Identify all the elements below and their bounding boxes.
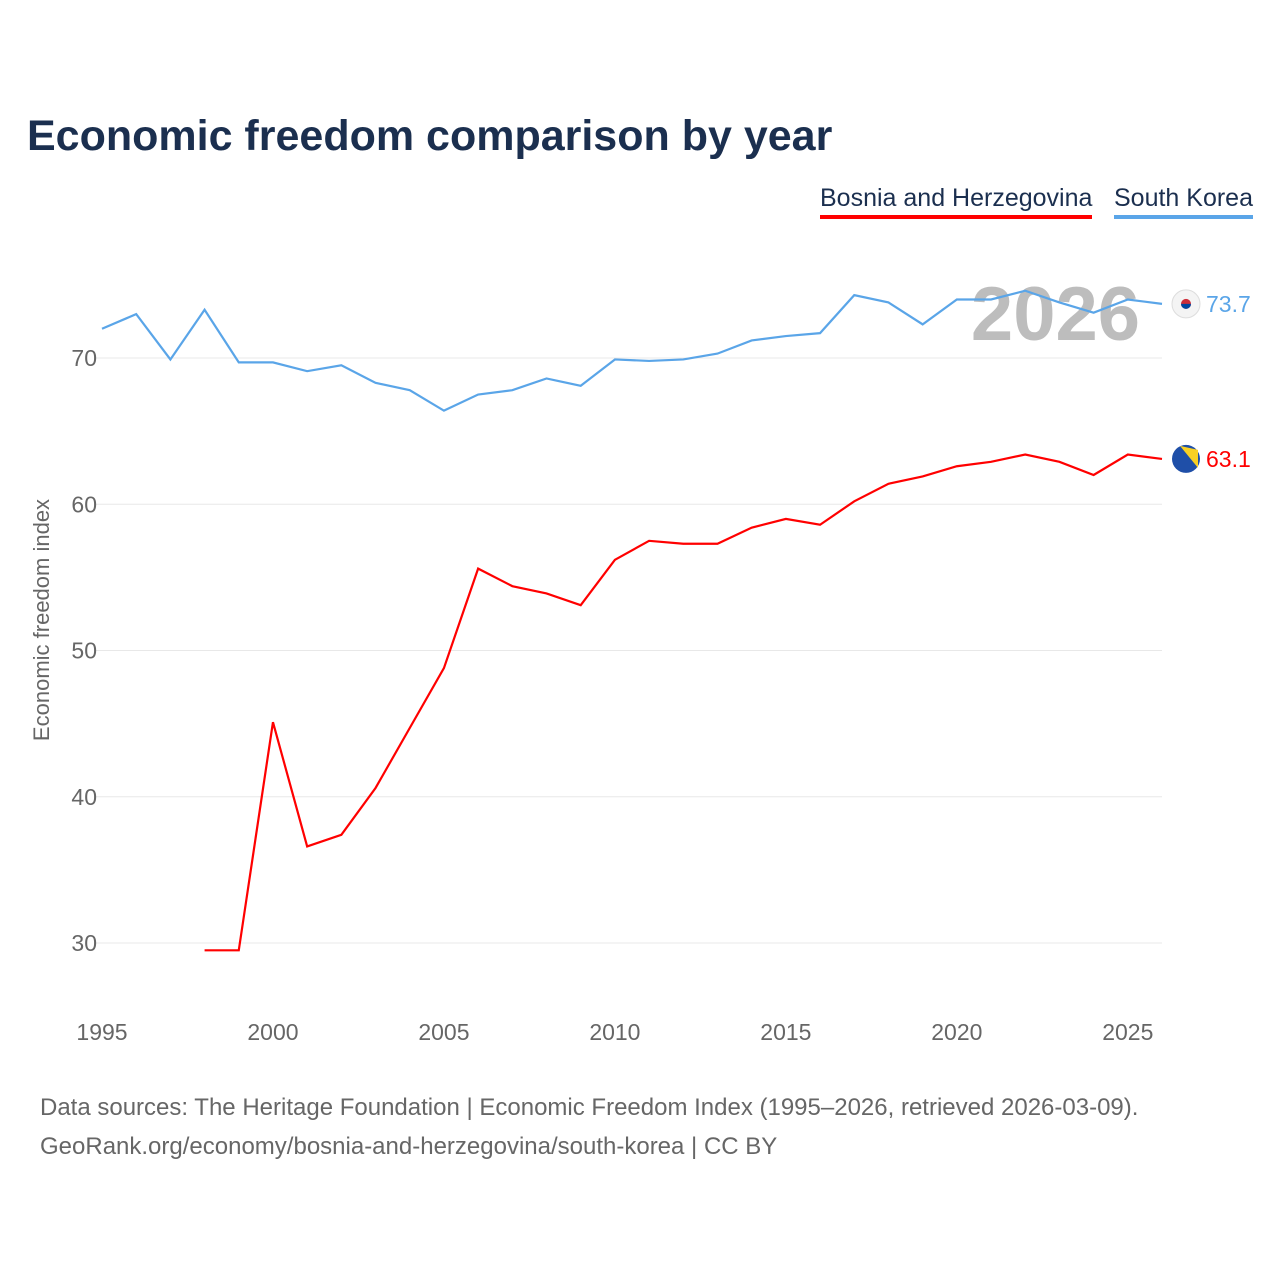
- chart-title: Economic freedom comparison by year: [27, 112, 833, 160]
- x-tick-label: 2010: [589, 1019, 640, 1045]
- end-value-label: 73.7: [1206, 291, 1251, 317]
- south-korea-flag-taeguk-lower: [1181, 303, 1191, 309]
- source-line: Data sources: The Heritage Foundation | …: [40, 1094, 1139, 1121]
- source-note: Data sources: The Heritage Foundation | …: [40, 1088, 1138, 1166]
- x-tick-label: 2020: [931, 1019, 982, 1045]
- x-tick-label: 2005: [418, 1019, 469, 1045]
- legend-bosnia[interactable]: Bosnia and Herzegovina: [820, 184, 1093, 219]
- x-tick-label: 2000: [247, 1019, 298, 1045]
- x-tick-label: 2015: [760, 1019, 811, 1045]
- x-tick-label: 1995: [76, 1019, 127, 1045]
- y-tick-label: 50: [71, 638, 97, 664]
- series-line-bosnia: [204, 453, 1163, 952]
- y-tick-label: 70: [71, 345, 97, 371]
- y-tick-label: 30: [71, 930, 97, 956]
- y-tick-label: 40: [71, 784, 97, 810]
- y-axis-label: Economic freedom index: [29, 498, 54, 742]
- url-line: GeoRank.org/economy/bosnia-and-herzegovi…: [40, 1133, 778, 1160]
- legend-south-korea[interactable]: South Korea: [1114, 184, 1253, 219]
- x-tick-label: 2025: [1102, 1019, 1153, 1045]
- year-watermark: 2026: [971, 272, 1140, 357]
- bosnia-flag-triangle: [1180, 445, 1198, 468]
- end-value-label: 63.1: [1206, 446, 1251, 472]
- series-line-south-korea: [101, 289, 1163, 412]
- y-tick-label: 60: [71, 491, 97, 517]
